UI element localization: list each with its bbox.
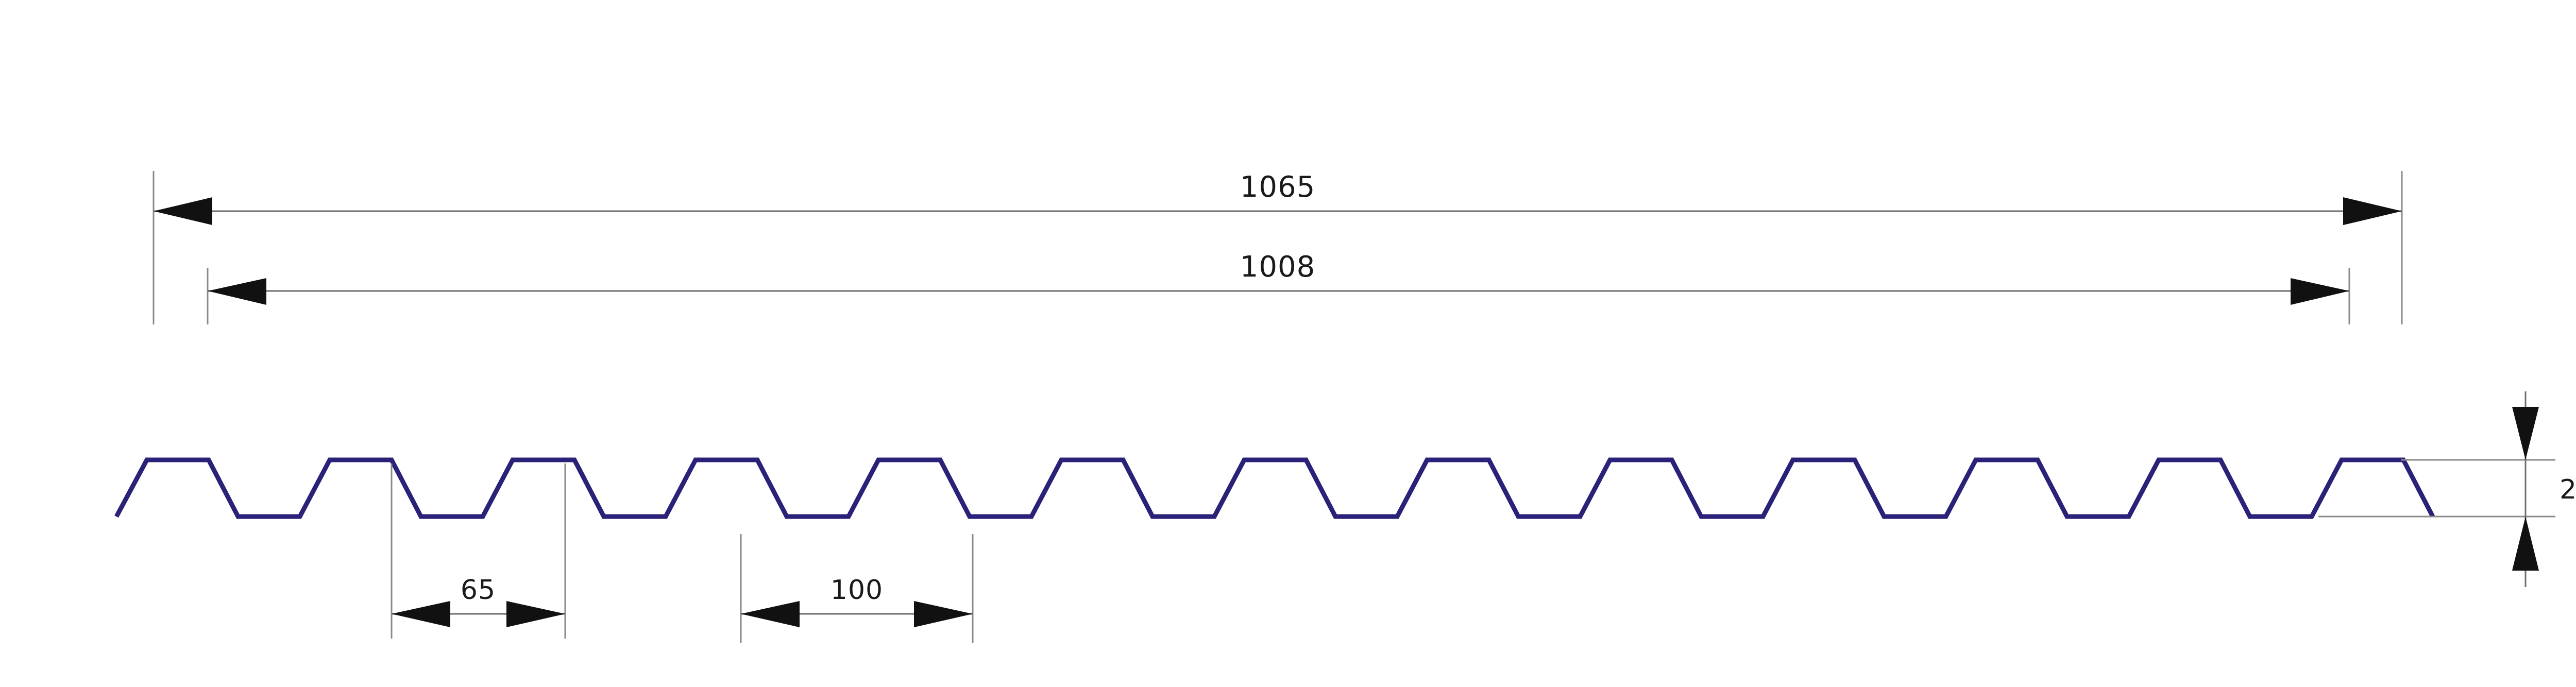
sheet-profile-path [114, 457, 2435, 519]
dimension-crest-width: 65 [391, 463, 566, 639]
dimension-overall-width: 1065 [152, 170, 2403, 324]
arrow-left-1008 [208, 278, 266, 305]
arrow-right-1008 [2291, 278, 2349, 305]
arrow-left-65 [392, 601, 450, 627]
dimension-label-65: 65 [461, 575, 496, 606]
arrow-right-1065 [2343, 197, 2402, 225]
arrow-right-65 [506, 601, 565, 627]
arrow-top-21 [2512, 407, 2539, 460]
arrow-left-100 [741, 601, 800, 627]
dimension-label-21mm: 21 мм [2560, 474, 2576, 505]
arrow-left-1065 [154, 197, 212, 225]
dimension-useful-width: 1008 [207, 250, 2350, 324]
arrow-bottom-21 [2512, 517, 2539, 571]
dimension-label-100: 100 [831, 575, 883, 606]
dimension-wave-pitch: 100 [740, 534, 974, 643]
dimension-label-1008: 1008 [1240, 250, 1316, 284]
dimension-label-1065: 1065 [1240, 170, 1316, 204]
dimension-profile-height: 21 мм [2318, 391, 2576, 587]
arrow-right-100 [914, 601, 973, 627]
